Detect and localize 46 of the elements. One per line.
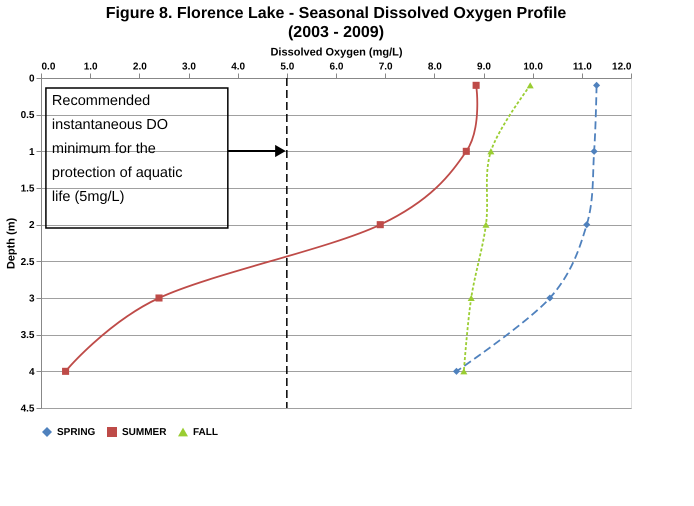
x-tick-label: 10.0	[523, 62, 544, 72]
y-tick-label: 1.5	[20, 184, 35, 194]
point	[462, 148, 470, 155]
point	[62, 368, 70, 375]
x-tick-label: 11.0	[572, 62, 592, 72]
y-tick-label: 0	[28, 74, 35, 84]
point	[376, 221, 384, 228]
chart-title: Figure 8. Florence Lake - Seasonal Dissolved Oxygen Profile	[106, 5, 566, 22]
x-tick-label: 4.0	[231, 62, 246, 72]
x-tick-label: 0.0	[42, 62, 56, 72]
point	[460, 368, 468, 374]
y-tick-label: 2	[28, 220, 35, 232]
x-tick-label: 9.0	[477, 62, 492, 72]
y-tick-label: 2.5	[20, 256, 35, 268]
x-tick-label: 2.0	[132, 62, 148, 72]
point	[482, 222, 490, 228]
point	[590, 148, 598, 155]
point	[593, 82, 600, 89]
point	[526, 82, 534, 88]
point	[487, 148, 494, 154]
y-tick-label: 3.5	[20, 330, 35, 342]
point	[468, 294, 475, 302]
x-axis-title: Dissolved Oxygen (mg/L)	[270, 46, 403, 58]
x-tick-label: 7.0	[378, 62, 394, 72]
point	[452, 368, 460, 375]
y-tick-label: 3	[28, 294, 35, 304]
point	[546, 294, 554, 302]
x-tick-label: 5.0	[280, 62, 295, 72]
y-axis-title: Depth (m)	[6, 218, 18, 270]
y-tick-label: 1	[28, 146, 35, 158]
point	[583, 221, 590, 228]
point	[472, 82, 480, 89]
annotation: Recommended instantaneous DO minimum for the protection of aquatic life (5mg/L)	[52, 93, 183, 205]
x-tick-label: 8.0	[428, 62, 442, 72]
point	[155, 294, 163, 302]
x-tick-label: 3.0	[182, 62, 196, 72]
x-tick-label: 6.0	[330, 62, 344, 72]
x-tick-label: 1.0	[84, 62, 98, 72]
y-tick-label: 0.5	[20, 110, 35, 122]
legend-label: FALL	[193, 427, 218, 438]
legend-label: SUMMER	[122, 427, 168, 438]
y-tick-label: 4.5	[20, 404, 35, 414]
y-tick-label: 4	[28, 366, 35, 378]
legend-label: SPRING	[57, 427, 96, 438]
chart-subtitle: (2003 - 2009)	[288, 24, 384, 41]
x-tick-label: 12.0	[612, 62, 632, 72]
